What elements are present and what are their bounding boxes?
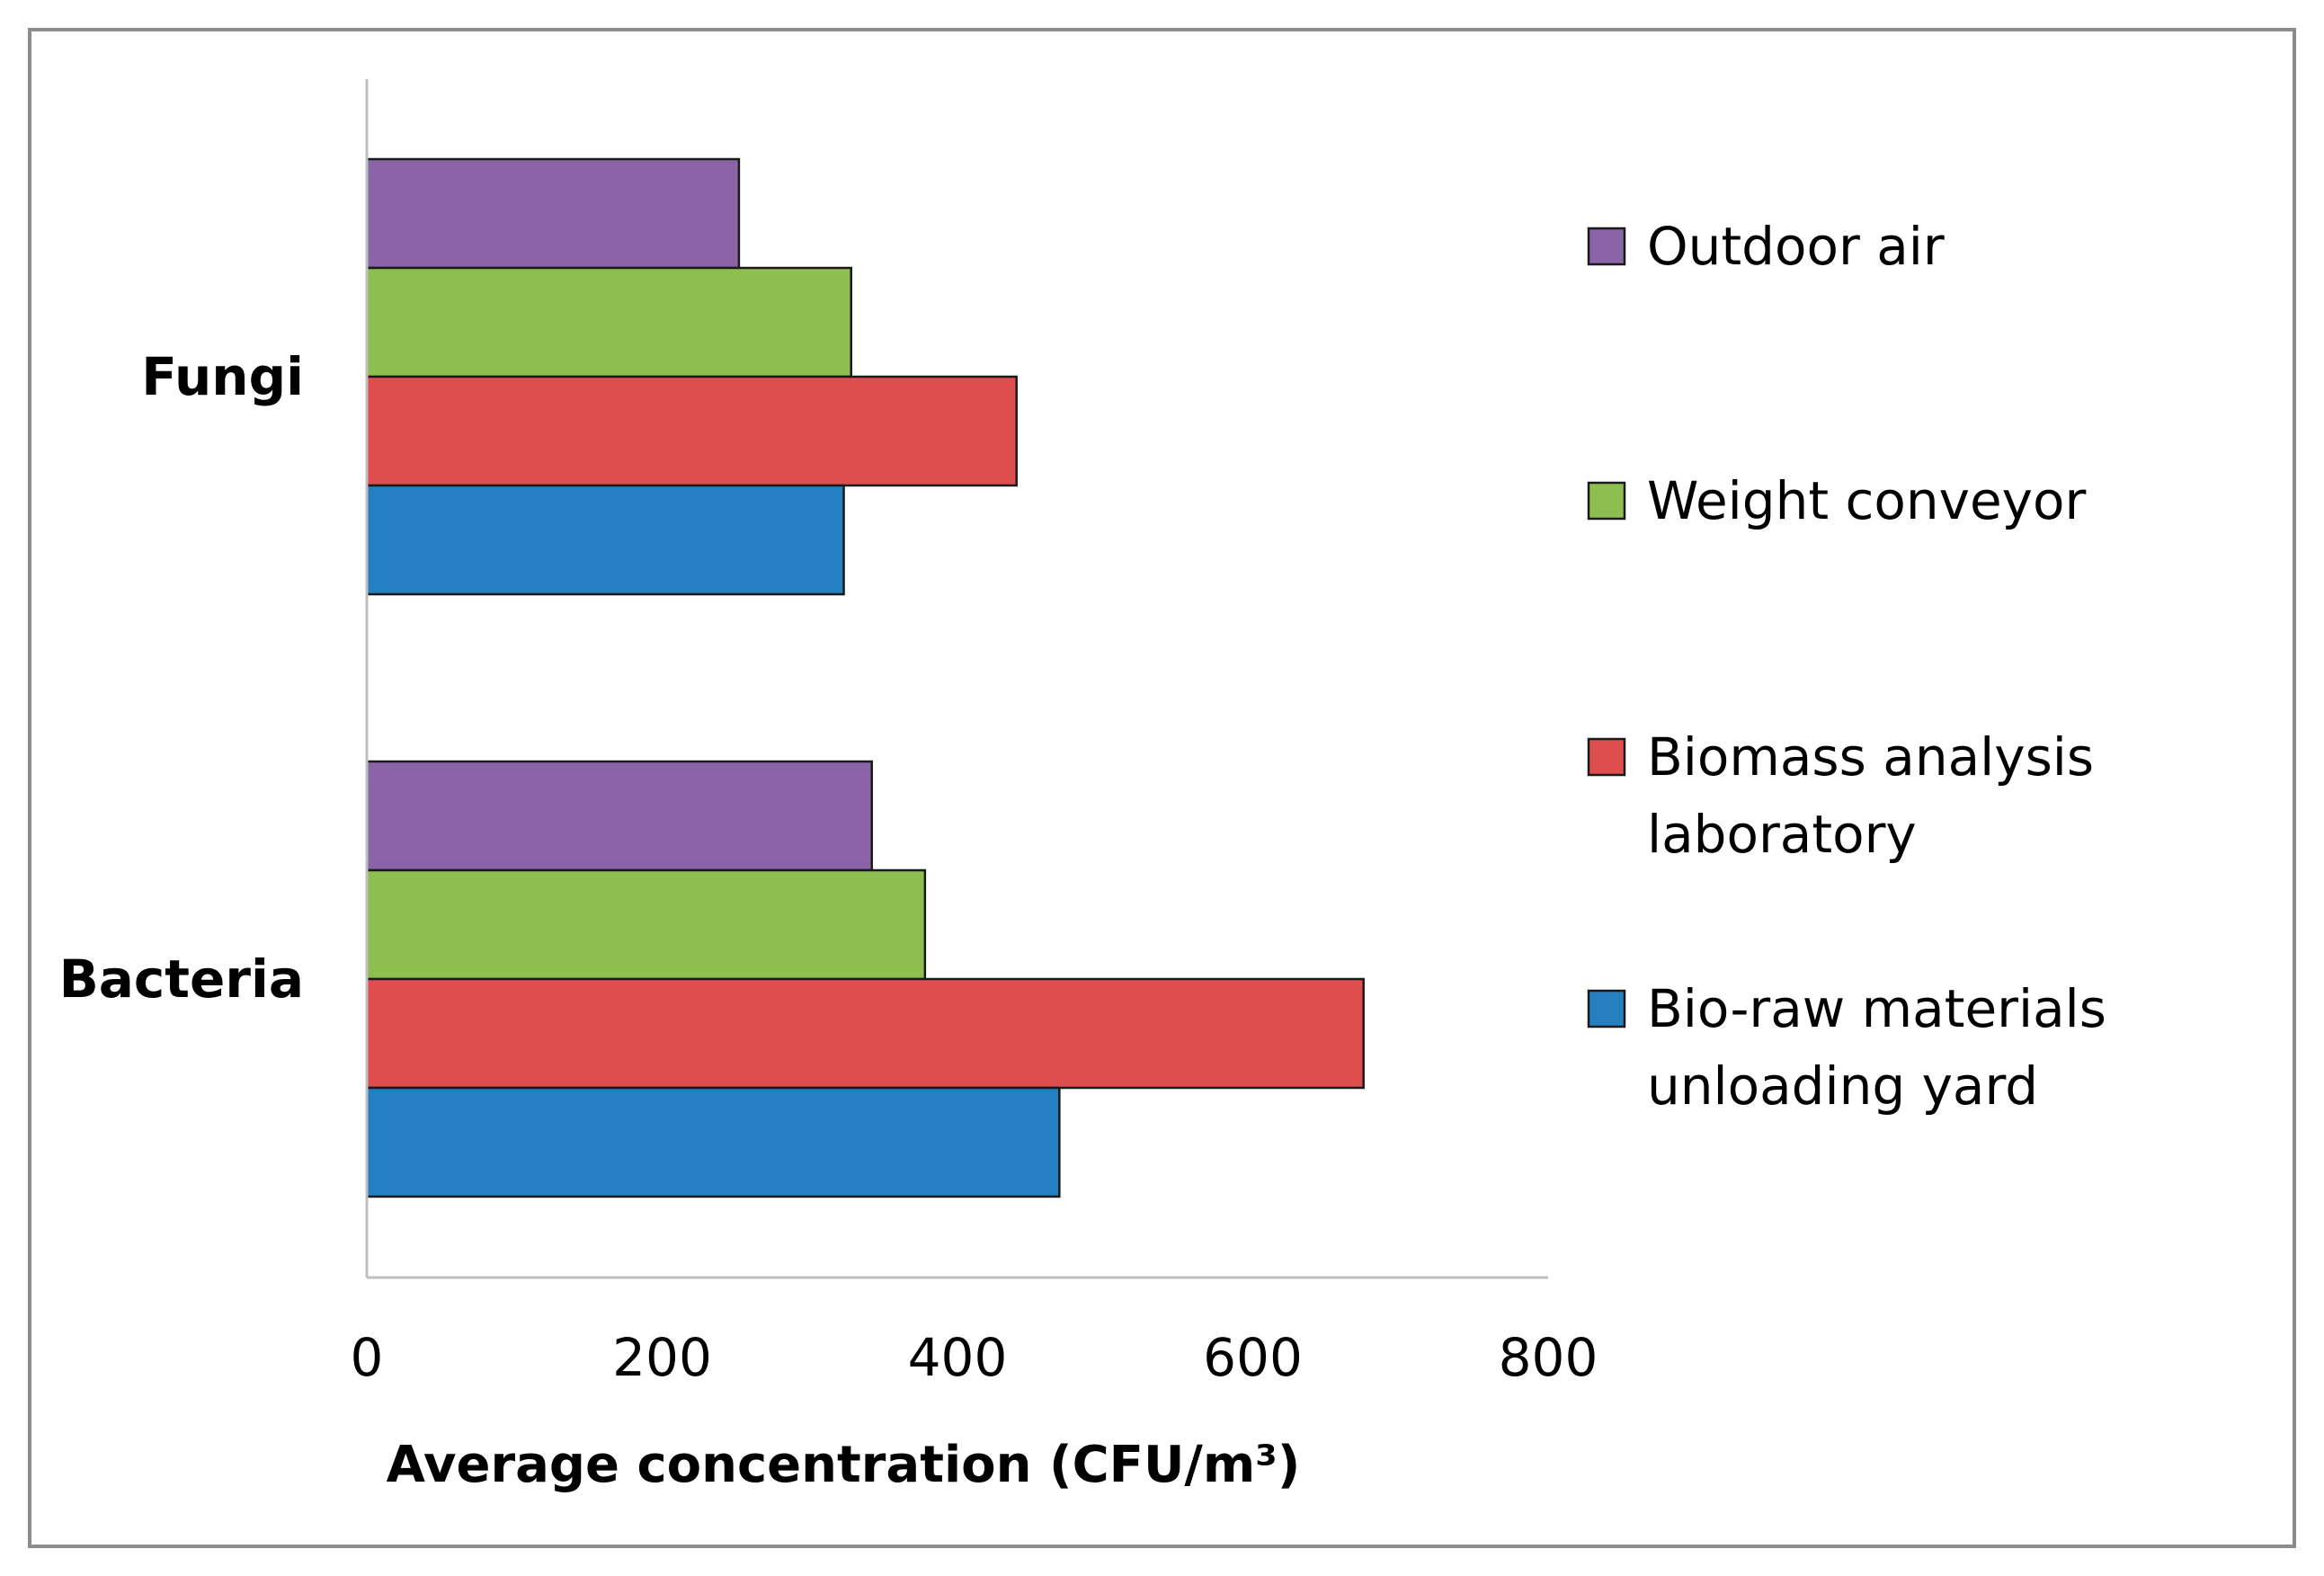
x-tick-labels: 0 200 400 600 800 <box>351 1327 1598 1388</box>
legend-label-bio-raw-materials-unloading-yard-line-1: Bio-raw materials <box>1647 978 2106 1039</box>
x-tick-label-200: 200 <box>612 1327 712 1388</box>
legend-label-weight-conveyor: Weight conveyor <box>1647 470 2086 531</box>
legend-label-biomass-analysis-laboratory-line-1: Biomass analysis <box>1647 726 2094 788</box>
x-tick-label-800: 800 <box>1499 1327 1598 1388</box>
category-labels: Fungi Bacteria <box>59 346 304 1010</box>
legend-swatch-outdoor-air <box>1587 227 1626 266</box>
legend-swatch-bio-raw-materials-unloading-yard <box>1587 989 1626 1028</box>
legend-swatch-biomass-analysis-laboratory <box>1587 737 1626 777</box>
x-tick-label-400: 400 <box>908 1327 1008 1388</box>
x-tick-label-600: 600 <box>1203 1327 1303 1388</box>
bar-bacteria-bio-raw-materials-unloading-yard <box>365 1086 1061 1198</box>
legend-swatch-weight-conveyor <box>1587 481 1626 521</box>
bar-fungi-outdoor-air <box>365 157 741 270</box>
bar-fungi-bio-raw-materials-unloading-yard <box>365 484 845 596</box>
legend-label-biomass-analysis-laboratory-line-2: laboratory <box>1647 804 1917 865</box>
x-axis-title: Average concentration (CFU/m³) <box>387 1436 1301 1494</box>
legend: Outdoor air Weight conveyor Biomass analys… <box>1587 216 2106 1117</box>
legend-label-outdoor-air: Outdoor air <box>1647 216 1945 277</box>
bar-fungi-weight-conveyor <box>365 266 852 378</box>
bar-bacteria-biomass-analysis-laboratory <box>365 977 1365 1090</box>
bar-bacteria-weight-conveyor <box>365 868 927 981</box>
bar-bacteria-outdoor-air <box>365 760 873 872</box>
bars-layer <box>365 157 1365 1198</box>
bar-fungi-biomass-analysis-laboratory <box>365 375 1018 487</box>
legend-label-bio-raw-materials-unloading-yard-line-2: unloading yard <box>1647 1055 2038 1117</box>
category-label-bacteria: Bacteria <box>59 948 304 1010</box>
x-tick-label-0: 0 <box>351 1327 384 1388</box>
category-label-fungi: Fungi <box>141 346 304 407</box>
